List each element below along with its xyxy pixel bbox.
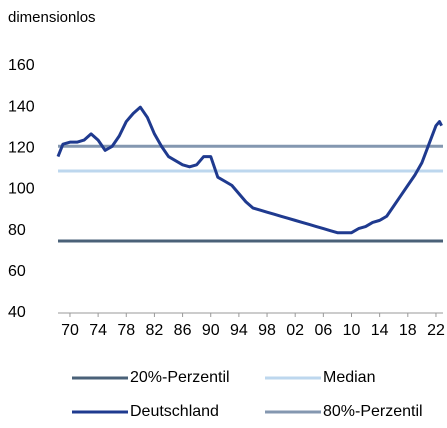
x-tick-label: 18 xyxy=(399,322,417,339)
x-tick-label: 78 xyxy=(117,322,135,339)
y-tick-label: 120 xyxy=(8,140,35,157)
x-tick-label: 02 xyxy=(286,322,304,339)
x-tick-label: 86 xyxy=(174,322,192,339)
legend-label: Median xyxy=(323,369,375,386)
y-tick-label: 80 xyxy=(8,222,26,239)
y-tick-label: 160 xyxy=(8,57,35,74)
y-tick-label: 40 xyxy=(8,304,26,321)
x-tick-label: 94 xyxy=(230,322,248,339)
x-tick-label: 70 xyxy=(61,322,79,339)
axis-unit-label: dimensionlos xyxy=(8,9,96,26)
legend-label: 20%-Perzentil xyxy=(130,369,230,386)
data-line xyxy=(56,105,443,235)
x-tick-label: 06 xyxy=(314,322,332,339)
x-tick-label: 14 xyxy=(371,322,389,339)
y-tick-label: 100 xyxy=(8,181,35,198)
x-tick-label: 22 xyxy=(427,322,445,339)
x-tick-label: 90 xyxy=(202,322,220,339)
x-tick-label: 82 xyxy=(146,322,164,339)
x-tick-label: 98 xyxy=(258,322,276,339)
legend-label: 80%-Perzentil xyxy=(323,403,423,420)
legend-label: Deutschland xyxy=(130,403,219,420)
y-tick-label: 140 xyxy=(8,98,35,115)
x-tick-label: 74 xyxy=(89,322,107,339)
x-tick-label: 10 xyxy=(343,322,361,339)
y-tick-label: 60 xyxy=(8,263,26,280)
